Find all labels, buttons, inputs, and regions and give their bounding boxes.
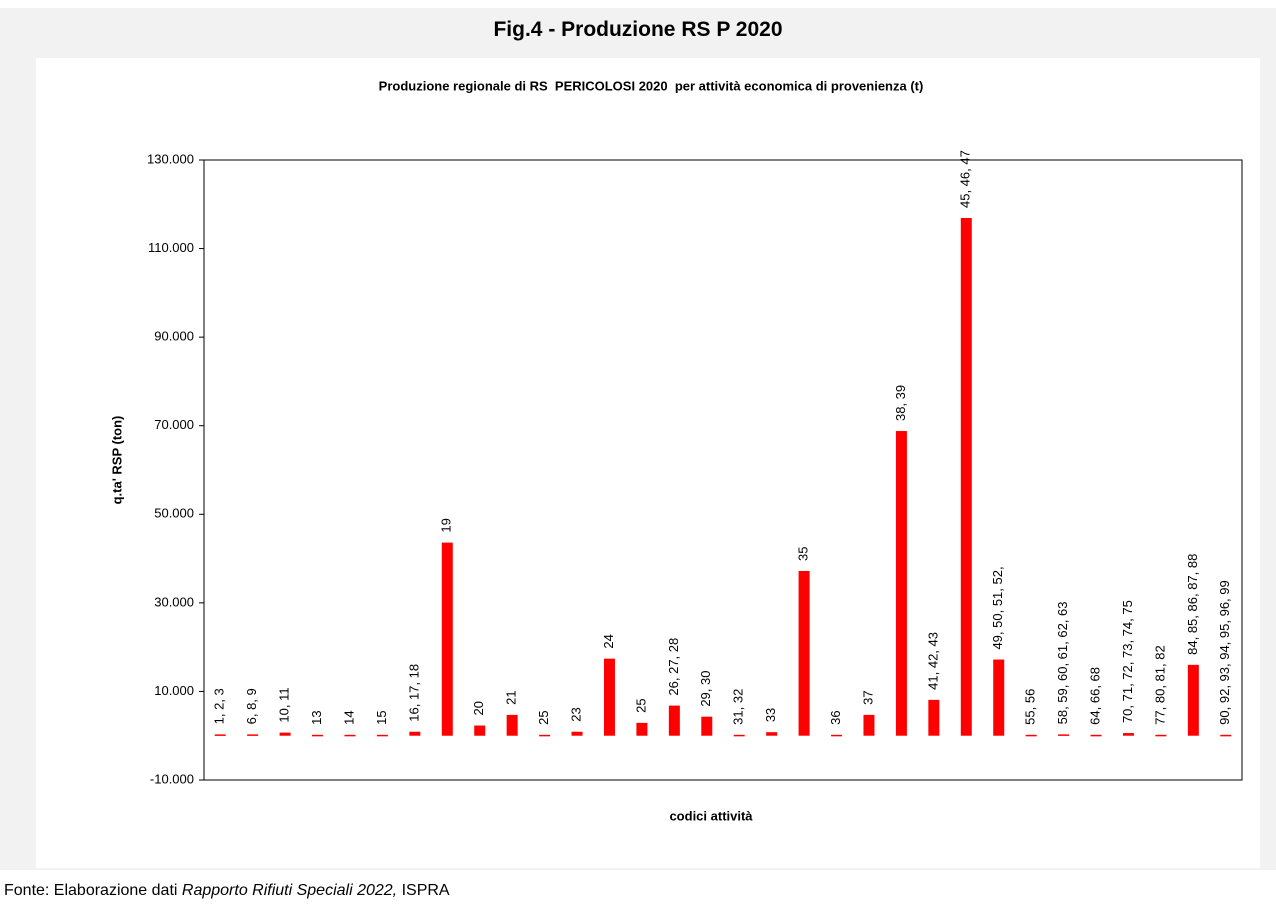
y-tick-label: -10.000 bbox=[150, 771, 194, 786]
bar bbox=[766, 732, 778, 736]
category-label: 38, 39 bbox=[893, 385, 908, 421]
y-tick-label: 130.000 bbox=[147, 151, 194, 166]
bar bbox=[1220, 734, 1232, 737]
figure-title: Fig.4 - Produzione RS P 2020 bbox=[0, 8, 1276, 52]
bar bbox=[1058, 734, 1070, 736]
category-label: 24 bbox=[601, 634, 616, 648]
bar bbox=[928, 699, 940, 736]
category-label: 25 bbox=[633, 698, 648, 712]
category-label: 16, 17, 18 bbox=[406, 664, 421, 722]
bar bbox=[1025, 734, 1037, 737]
category-label: 64, 66, 68 bbox=[1087, 667, 1102, 725]
category-label: 58, 59, 60, 61, 62, 63 bbox=[1055, 601, 1070, 724]
category-label: 90, 92, 93, 94, 95, 96, 99 bbox=[1217, 580, 1232, 725]
bar bbox=[993, 659, 1005, 736]
source-text: Fonte: Elaborazione dati bbox=[4, 882, 182, 899]
source-note: Fonte: Elaborazione dati Rapporto Rifiut… bbox=[4, 882, 450, 900]
y-tick-label: 110.000 bbox=[148, 240, 194, 255]
bar bbox=[1187, 664, 1199, 736]
category-label: 55, 56 bbox=[1023, 689, 1038, 725]
bar bbox=[279, 732, 291, 736]
bar bbox=[603, 658, 615, 736]
category-label: 36 bbox=[828, 710, 843, 724]
x-axis-title: codici attività bbox=[669, 808, 753, 823]
y-tick-label: 70.000 bbox=[154, 417, 194, 432]
bar bbox=[895, 431, 907, 736]
bar bbox=[831, 734, 843, 737]
bar bbox=[247, 734, 259, 736]
y-axis-title: q.ta' RSP (ton) bbox=[109, 416, 124, 505]
category-label: 1, 2, 3 bbox=[212, 688, 227, 724]
category-label: 26, 27, 28 bbox=[666, 638, 681, 696]
category-label: 25 bbox=[536, 710, 551, 724]
category-label: 41, 42, 43 bbox=[925, 632, 940, 690]
category-label: 13 bbox=[309, 710, 324, 724]
category-label: 14 bbox=[341, 710, 356, 724]
category-label: 20 bbox=[471, 701, 486, 715]
category-label: 37 bbox=[860, 690, 875, 704]
bar bbox=[539, 734, 551, 737]
category-label: 31, 32 bbox=[731, 689, 746, 725]
chart-title: Produzione regionale di RS PERICOLOSI 20… bbox=[379, 78, 924, 93]
category-label: 19 bbox=[439, 518, 454, 532]
category-label: 15 bbox=[374, 710, 389, 724]
y-tick-label: 90.000 bbox=[154, 329, 194, 344]
y-tick-label: 10.000 bbox=[154, 683, 194, 698]
category-label: 21 bbox=[504, 690, 519, 704]
source-italic: Rapporto Rifiuti Speciali 2022, bbox=[181, 882, 398, 899]
chart: Produzione regionale di RS PERICOLOSI 20… bbox=[36, 58, 1260, 868]
bar bbox=[733, 734, 745, 737]
category-label: 10, 11 bbox=[277, 687, 292, 722]
bar bbox=[668, 705, 680, 736]
source-text: ISPRA bbox=[397, 882, 450, 899]
y-tick-label: 30.000 bbox=[154, 594, 194, 609]
category-label: 84, 85, 86, 87, 88 bbox=[1185, 554, 1200, 655]
category-label: 33 bbox=[763, 708, 778, 722]
category-label: 6, 8, 9 bbox=[244, 688, 259, 724]
category-label: 23 bbox=[568, 707, 583, 721]
bar bbox=[1090, 734, 1102, 737]
category-label: 35 bbox=[796, 547, 811, 561]
bar bbox=[441, 542, 453, 736]
category-label: 70, 71, 72, 73, 74, 75 bbox=[1120, 600, 1135, 723]
bar bbox=[312, 734, 324, 737]
bar bbox=[214, 734, 226, 736]
y-tick-label: 50.000 bbox=[154, 506, 194, 521]
plot-frame bbox=[203, 159, 1243, 781]
bar bbox=[960, 218, 972, 736]
category-label: 45, 46, 47 bbox=[958, 150, 973, 208]
bar bbox=[636, 722, 648, 736]
bar bbox=[701, 716, 713, 736]
category-label: 77, 80, 81, 82 bbox=[1152, 645, 1167, 725]
bar bbox=[863, 714, 875, 736]
bar bbox=[798, 570, 810, 736]
bar bbox=[409, 731, 421, 736]
bar bbox=[376, 734, 388, 737]
bar bbox=[344, 734, 356, 737]
bar bbox=[1155, 734, 1167, 737]
bar bbox=[1122, 733, 1134, 736]
bar bbox=[506, 714, 518, 736]
category-label: 49, 50, 51, 52, bbox=[990, 566, 1005, 649]
bar bbox=[474, 725, 486, 736]
category-label: 29, 30 bbox=[698, 671, 713, 707]
bar bbox=[571, 731, 583, 736]
chart-area bbox=[36, 58, 1260, 868]
